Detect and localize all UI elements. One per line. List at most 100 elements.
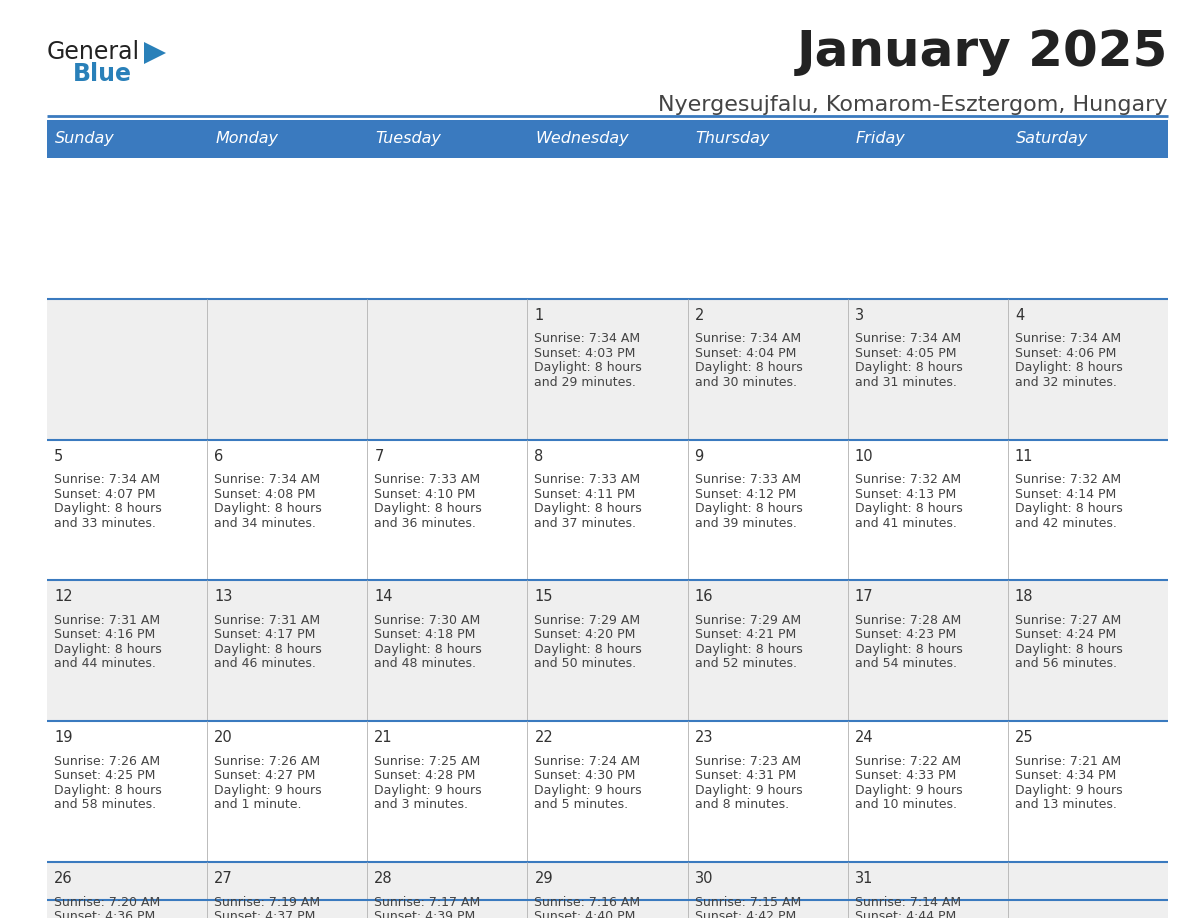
Text: Daylight: 8 hours: Daylight: 8 hours <box>214 643 322 655</box>
Text: Sunrise: 7:31 AM: Sunrise: 7:31 AM <box>214 614 321 627</box>
Text: Sunrise: 7:32 AM: Sunrise: 7:32 AM <box>854 473 961 487</box>
Text: Daylight: 8 hours: Daylight: 8 hours <box>535 502 643 515</box>
Text: 9: 9 <box>695 449 703 464</box>
Text: Thursday: Thursday <box>695 131 770 147</box>
Text: and 3 minutes.: and 3 minutes. <box>374 798 468 812</box>
Text: Sunrise: 7:16 AM: Sunrise: 7:16 AM <box>535 895 640 909</box>
Text: Sunset: 4:33 PM: Sunset: 4:33 PM <box>854 769 956 782</box>
Text: Daylight: 8 hours: Daylight: 8 hours <box>53 784 162 797</box>
Text: Sunrise: 7:24 AM: Sunrise: 7:24 AM <box>535 755 640 767</box>
Text: Daylight: 8 hours: Daylight: 8 hours <box>695 362 802 375</box>
Text: and 39 minutes.: and 39 minutes. <box>695 517 796 530</box>
Text: Sunrise: 7:14 AM: Sunrise: 7:14 AM <box>854 895 961 909</box>
Text: and 30 minutes.: and 30 minutes. <box>695 375 797 389</box>
Text: 20: 20 <box>214 730 233 745</box>
Text: Sunset: 4:36 PM: Sunset: 4:36 PM <box>53 910 156 918</box>
Text: Sunset: 4:04 PM: Sunset: 4:04 PM <box>695 347 796 360</box>
Bar <box>48 862 1168 918</box>
Text: Sunset: 4:17 PM: Sunset: 4:17 PM <box>214 629 316 642</box>
Text: Sunrise: 7:28 AM: Sunrise: 7:28 AM <box>854 614 961 627</box>
Text: Daylight: 8 hours: Daylight: 8 hours <box>695 502 802 515</box>
Polygon shape <box>144 42 166 64</box>
Text: Sunrise: 7:26 AM: Sunrise: 7:26 AM <box>53 755 160 767</box>
Text: Sunset: 4:44 PM: Sunset: 4:44 PM <box>854 910 956 918</box>
Text: and 1 minute.: and 1 minute. <box>214 798 302 812</box>
Text: and 13 minutes.: and 13 minutes. <box>1015 798 1117 812</box>
Text: Sunset: 4:31 PM: Sunset: 4:31 PM <box>695 769 796 782</box>
Text: 5: 5 <box>53 449 63 464</box>
Text: Sunset: 4:10 PM: Sunset: 4:10 PM <box>374 487 475 500</box>
Text: Sunrise: 7:30 AM: Sunrise: 7:30 AM <box>374 614 480 627</box>
Text: Sunrise: 7:34 AM: Sunrise: 7:34 AM <box>535 332 640 345</box>
Text: and 36 minutes.: and 36 minutes. <box>374 517 476 530</box>
Text: 12: 12 <box>53 589 72 604</box>
Text: and 56 minutes.: and 56 minutes. <box>1015 657 1117 670</box>
Text: Sunset: 4:39 PM: Sunset: 4:39 PM <box>374 910 475 918</box>
Text: Sunrise: 7:33 AM: Sunrise: 7:33 AM <box>535 473 640 487</box>
Text: Sunset: 4:40 PM: Sunset: 4:40 PM <box>535 910 636 918</box>
Text: Daylight: 9 hours: Daylight: 9 hours <box>1015 784 1123 797</box>
Text: and 52 minutes.: and 52 minutes. <box>695 657 797 670</box>
Text: Saturday: Saturday <box>1016 131 1088 147</box>
Text: 31: 31 <box>854 871 873 886</box>
Text: and 33 minutes.: and 33 minutes. <box>53 517 156 530</box>
Text: Sunset: 4:27 PM: Sunset: 4:27 PM <box>214 769 316 782</box>
Text: Sunset: 4:11 PM: Sunset: 4:11 PM <box>535 487 636 500</box>
Text: Sunset: 4:23 PM: Sunset: 4:23 PM <box>854 629 956 642</box>
Text: Daylight: 8 hours: Daylight: 8 hours <box>854 502 962 515</box>
Text: 23: 23 <box>695 730 713 745</box>
Text: Friday: Friday <box>855 131 905 147</box>
Text: 15: 15 <box>535 589 552 604</box>
Text: 4: 4 <box>1015 308 1024 323</box>
Text: Sunrise: 7:21 AM: Sunrise: 7:21 AM <box>1015 755 1121 767</box>
Text: Sunset: 4:25 PM: Sunset: 4:25 PM <box>53 769 156 782</box>
Text: and 42 minutes.: and 42 minutes. <box>1015 517 1117 530</box>
Text: 26: 26 <box>53 871 72 886</box>
Text: 8: 8 <box>535 449 544 464</box>
Text: Daylight: 8 hours: Daylight: 8 hours <box>854 643 962 655</box>
Text: Sunset: 4:16 PM: Sunset: 4:16 PM <box>53 629 156 642</box>
Text: 25: 25 <box>1015 730 1034 745</box>
Text: 2: 2 <box>695 308 704 323</box>
Text: Sunrise: 7:17 AM: Sunrise: 7:17 AM <box>374 895 480 909</box>
Text: Tuesday: Tuesday <box>375 131 441 147</box>
Text: Daylight: 8 hours: Daylight: 8 hours <box>1015 502 1123 515</box>
Text: Sunset: 4:20 PM: Sunset: 4:20 PM <box>535 629 636 642</box>
Text: 17: 17 <box>854 589 873 604</box>
Bar <box>48 722 1168 862</box>
Bar <box>48 580 1168 722</box>
Text: 7: 7 <box>374 449 384 464</box>
Text: Nyergesujfalu, Komarom-Esztergom, Hungary: Nyergesujfalu, Komarom-Esztergom, Hungar… <box>658 95 1168 115</box>
Text: 3: 3 <box>854 308 864 323</box>
Text: Sunset: 4:05 PM: Sunset: 4:05 PM <box>854 347 956 360</box>
Text: and 58 minutes.: and 58 minutes. <box>53 798 156 812</box>
Text: Daylight: 8 hours: Daylight: 8 hours <box>214 502 322 515</box>
Text: Sunrise: 7:15 AM: Sunrise: 7:15 AM <box>695 895 801 909</box>
Text: and 31 minutes.: and 31 minutes. <box>854 375 956 389</box>
Text: Wednesday: Wednesday <box>536 131 630 147</box>
Text: 14: 14 <box>374 589 393 604</box>
Text: and 10 minutes.: and 10 minutes. <box>854 798 956 812</box>
Text: Sunset: 4:37 PM: Sunset: 4:37 PM <box>214 910 316 918</box>
Text: 21: 21 <box>374 730 393 745</box>
Text: Sunset: 4:06 PM: Sunset: 4:06 PM <box>1015 347 1117 360</box>
Text: Sunrise: 7:34 AM: Sunrise: 7:34 AM <box>53 473 160 487</box>
Text: Sunset: 4:12 PM: Sunset: 4:12 PM <box>695 487 796 500</box>
Text: Daylight: 8 hours: Daylight: 8 hours <box>1015 362 1123 375</box>
Text: Sunrise: 7:29 AM: Sunrise: 7:29 AM <box>695 614 801 627</box>
Text: Sunrise: 7:32 AM: Sunrise: 7:32 AM <box>1015 473 1121 487</box>
Text: Sunrise: 7:22 AM: Sunrise: 7:22 AM <box>854 755 961 767</box>
Text: Daylight: 8 hours: Daylight: 8 hours <box>374 502 482 515</box>
Text: Sunrise: 7:34 AM: Sunrise: 7:34 AM <box>695 332 801 345</box>
Text: Daylight: 8 hours: Daylight: 8 hours <box>53 643 162 655</box>
Text: Sunrise: 7:33 AM: Sunrise: 7:33 AM <box>695 473 801 487</box>
Text: Monday: Monday <box>215 131 278 147</box>
Text: and 48 minutes.: and 48 minutes. <box>374 657 476 670</box>
Text: and 44 minutes.: and 44 minutes. <box>53 657 156 670</box>
Text: Sunset: 4:42 PM: Sunset: 4:42 PM <box>695 910 796 918</box>
Text: and 34 minutes.: and 34 minutes. <box>214 517 316 530</box>
Text: 27: 27 <box>214 871 233 886</box>
Text: and 37 minutes.: and 37 minutes. <box>535 517 637 530</box>
Text: Sunset: 4:28 PM: Sunset: 4:28 PM <box>374 769 475 782</box>
Text: and 5 minutes.: and 5 minutes. <box>535 798 628 812</box>
